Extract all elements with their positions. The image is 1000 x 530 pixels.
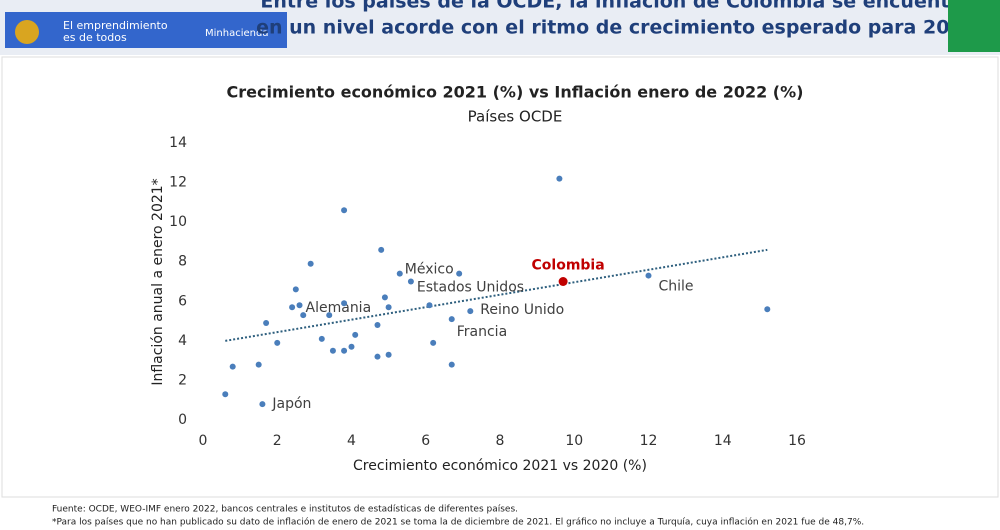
slide-title: en un nivel acorde con el ritmo de creci…	[256, 17, 976, 39]
point	[456, 270, 463, 277]
point	[352, 331, 359, 338]
y-tick-label: 10	[169, 214, 187, 230]
point-label: Estados Unidos	[417, 280, 524, 296]
point-label: México	[405, 262, 454, 278]
ministry: Minhacienda	[205, 28, 268, 39]
point	[645, 272, 652, 279]
point	[381, 294, 388, 301]
point	[292, 286, 299, 293]
point-label: Alemania	[306, 300, 372, 316]
point	[426, 302, 433, 309]
chart-title: Crecimiento económico 2021 (%) vs Inflac…	[227, 83, 804, 102]
x-tick-label: 4	[347, 433, 356, 449]
x-tick-label: 0	[199, 433, 208, 449]
x-tick-label: 2	[273, 433, 282, 449]
y-axis-title: Inflación anual a enero 2021*	[150, 178, 166, 385]
point	[396, 270, 403, 277]
point	[385, 351, 392, 358]
point	[318, 335, 325, 342]
x-tick-label: 10	[565, 433, 583, 449]
point	[222, 391, 229, 398]
y-tick-label: 14	[169, 135, 187, 151]
point	[556, 175, 563, 182]
point	[329, 347, 336, 354]
slide-title: Entre los países de la OCDE, la inflació…	[260, 0, 971, 13]
point	[378, 246, 385, 253]
brand-bar	[5, 12, 287, 48]
point	[341, 347, 348, 354]
point	[255, 361, 262, 368]
x-tick-label: 14	[714, 433, 732, 449]
corner-block	[948, 0, 1000, 52]
brand: El emprendimiento	[63, 19, 168, 32]
y-tick-label: 4	[178, 333, 187, 349]
x-tick-label: 6	[421, 433, 430, 449]
x-tick-label: 8	[496, 433, 505, 449]
point-label: Reino Unido	[480, 302, 564, 318]
point	[430, 339, 437, 346]
point	[296, 302, 303, 309]
point	[259, 401, 266, 408]
point	[374, 322, 381, 329]
point	[289, 304, 296, 311]
chart-frame	[1, 56, 999, 498]
point	[274, 339, 281, 346]
chart-subtitle: Países OCDE	[468, 108, 563, 126]
point	[229, 363, 236, 370]
point	[341, 300, 348, 307]
point	[385, 304, 392, 311]
point	[407, 278, 414, 285]
point	[448, 361, 455, 368]
point	[326, 312, 333, 319]
footnote: Fuente: OCDE, WEO-IMF enero 2022, bancos…	[52, 505, 518, 515]
point	[558, 277, 568, 286]
point-label: Colombia	[532, 258, 605, 274]
point	[348, 343, 355, 350]
logo	[15, 20, 39, 44]
point-label: Francia	[457, 324, 507, 340]
x-axis-title: Crecimiento económico 2021 vs 2020 (%)	[353, 458, 647, 474]
y-tick-label: 6	[178, 293, 187, 309]
point	[263, 320, 270, 327]
y-tick-label: 8	[178, 254, 187, 270]
point	[374, 353, 381, 360]
point	[300, 312, 307, 319]
y-tick-label: 2	[178, 372, 187, 388]
point	[467, 308, 474, 315]
x-tick-label: 12	[640, 433, 658, 449]
point-label: Chile	[659, 279, 694, 295]
brand: es de todos	[63, 31, 127, 44]
point	[341, 207, 348, 214]
point	[764, 306, 771, 313]
y-tick-label: 12	[169, 175, 187, 191]
point	[307, 260, 314, 267]
y-tick-label: 0	[178, 412, 187, 428]
point	[448, 316, 455, 323]
footnote: *Para los países que no han publicado su…	[52, 517, 864, 528]
point-label: Japón	[271, 396, 311, 412]
x-tick-label: 16	[788, 433, 806, 449]
